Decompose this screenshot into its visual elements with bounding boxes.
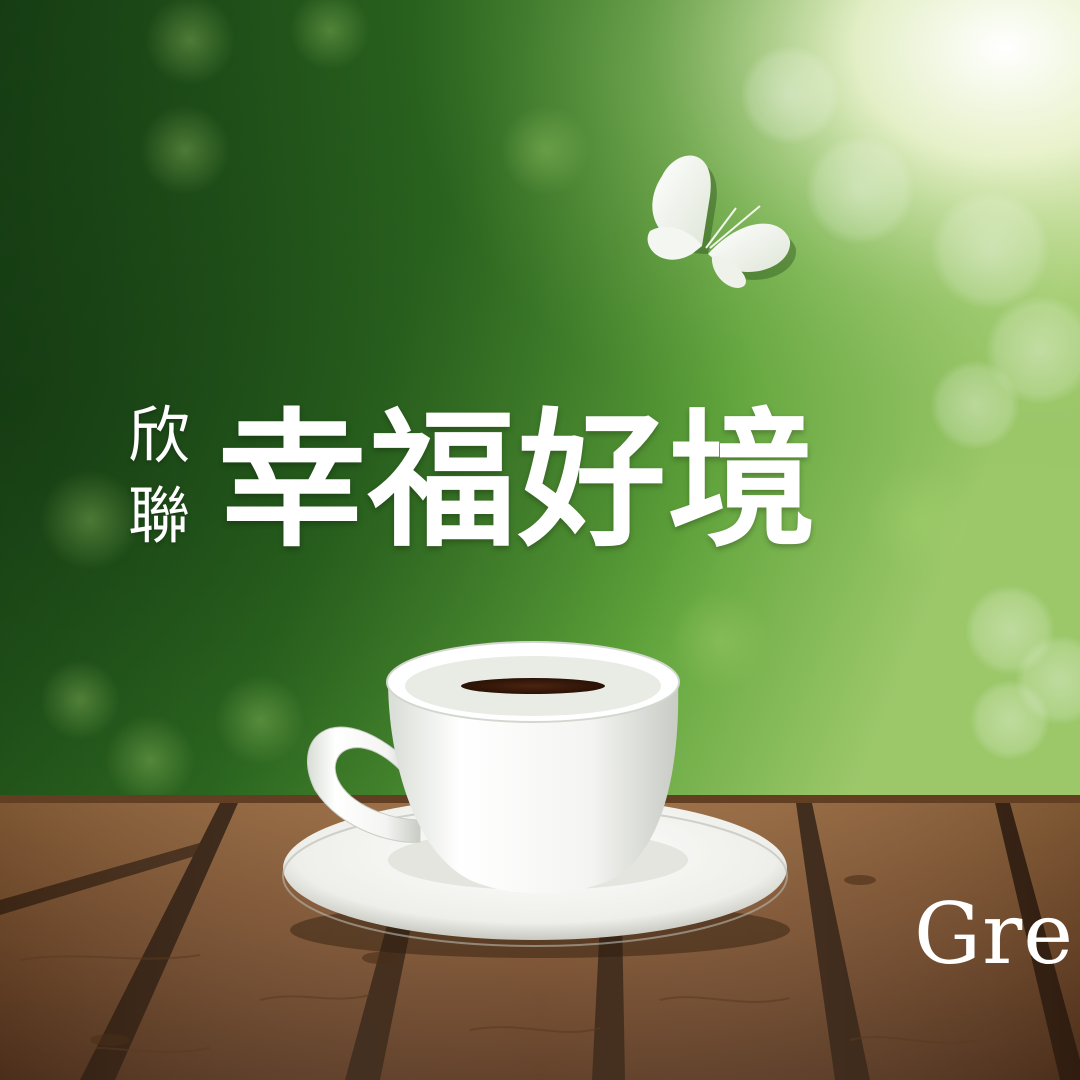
butterfly-icon [647,155,797,288]
brand-char-2: 聯 [128,479,191,552]
brand-name: 欣 聯 [128,396,208,556]
coffee-cup-image [282,641,790,958]
brand-char-1: 欣 [128,399,191,472]
headline-title: 幸福好境 [218,393,818,567]
brand-script-text: Gre [914,885,1074,983]
bokeh-lights [40,0,1080,805]
